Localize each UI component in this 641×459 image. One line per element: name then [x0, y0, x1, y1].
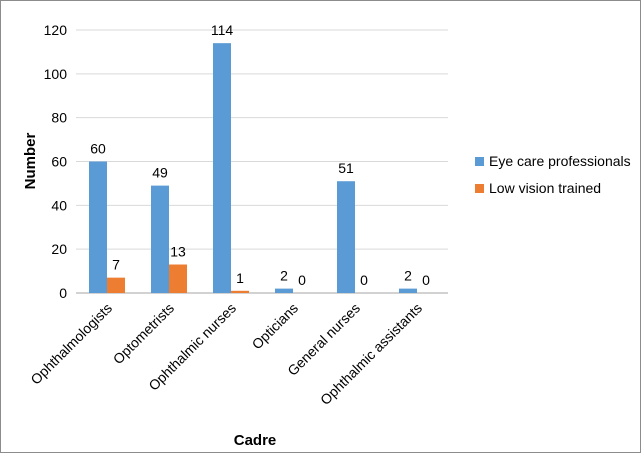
data-label: 0: [298, 272, 306, 288]
data-labels: 60 49 114 2 51 2 7 13 1 0 0 0: [90, 22, 430, 288]
y-axis: 0 20 40 60 80 100 120: [44, 22, 68, 301]
data-label: 1: [236, 270, 244, 286]
bar-low-vision-trained: [107, 277, 125, 293]
y-tick-label: 40: [51, 197, 67, 213]
data-label: 60: [90, 141, 106, 157]
legend-label: Eye care professionals: [489, 153, 631, 169]
bar-eye-care-professionals: [275, 288, 293, 293]
x-tick-label: Optometrists: [110, 300, 177, 367]
data-label: 49: [152, 165, 168, 181]
x-tick-label: Opticians: [249, 300, 302, 353]
data-label: 0: [422, 272, 430, 288]
bar-eye-care-professionals: [151, 185, 169, 293]
data-label: 2: [404, 268, 412, 284]
legend-swatch: [475, 184, 484, 193]
bar-eye-care-professionals: [399, 288, 417, 293]
legend-swatch: [475, 157, 484, 166]
y-axis-title: Number: [22, 133, 39, 190]
data-label: 7: [112, 257, 120, 273]
bar-low-vision-trained: [231, 290, 249, 293]
bar-eye-care-professionals: [213, 43, 231, 294]
y-tick-label: 60: [51, 154, 67, 170]
gridlines: [76, 29, 448, 294]
y-tick-label: 0: [59, 285, 67, 301]
x-tick-label: Ophthalmic assistants: [317, 300, 425, 408]
bar-low-vision-trained: [169, 264, 187, 293]
legend-label: Low vision trained: [489, 180, 601, 196]
bar-eye-care-professionals: [89, 161, 107, 293]
data-label: 51: [338, 160, 354, 176]
bar-eye-care-professionals: [337, 181, 355, 293]
y-tick-label: 120: [44, 22, 68, 38]
legend: Eye care professionals Low vision trained: [475, 153, 631, 196]
x-axis-title: Cadre: [234, 432, 277, 449]
data-label: 114: [211, 22, 234, 38]
x-tick-label: Ophthalmologists: [27, 300, 115, 388]
y-tick-label: 20: [51, 241, 67, 257]
data-label: 2: [280, 268, 288, 284]
y-tick-label: 80: [51, 110, 67, 126]
y-tick-label: 100: [44, 66, 68, 82]
data-label: 13: [170, 244, 186, 260]
bars: [89, 43, 417, 294]
data-label: 0: [360, 272, 368, 288]
